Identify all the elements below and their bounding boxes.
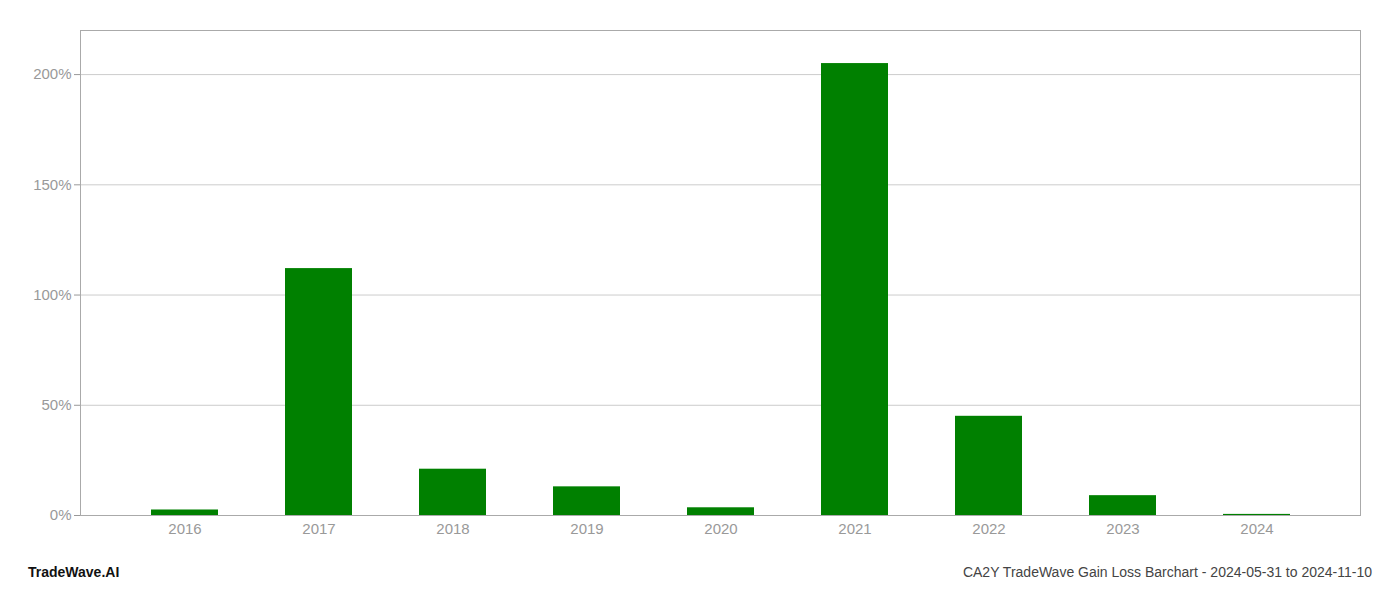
- svg-text:2016: 2016: [168, 520, 201, 537]
- svg-text:50%: 50%: [41, 396, 71, 413]
- svg-text:2023: 2023: [1106, 520, 1139, 537]
- html-text:TradeWave.AI: TradeWave.AI: [28, 564, 120, 580]
- svg-text:2021: 2021: [838, 520, 871, 537]
- svg-text:2022: 2022: [972, 520, 1005, 537]
- svg-text:200%: 200%: [33, 65, 71, 82]
- svg-text:2017: 2017: [302, 520, 335, 537]
- svg-text:2018: 2018: [436, 520, 469, 537]
- svg-text:2019: 2019: [570, 520, 603, 537]
- svg-text:2024: 2024: [1240, 520, 1273, 537]
- svg-text:0%: 0%: [50, 506, 72, 523]
- html-text:CA2Y TradeWave Gain Loss Barch: CA2Y TradeWave Gain Loss Barchart - 2024…: [962, 564, 1372, 580]
- svg-text:2020: 2020: [704, 520, 737, 537]
- svg-text:150%: 150%: [33, 176, 71, 193]
- svg-text:100%: 100%: [33, 286, 71, 303]
